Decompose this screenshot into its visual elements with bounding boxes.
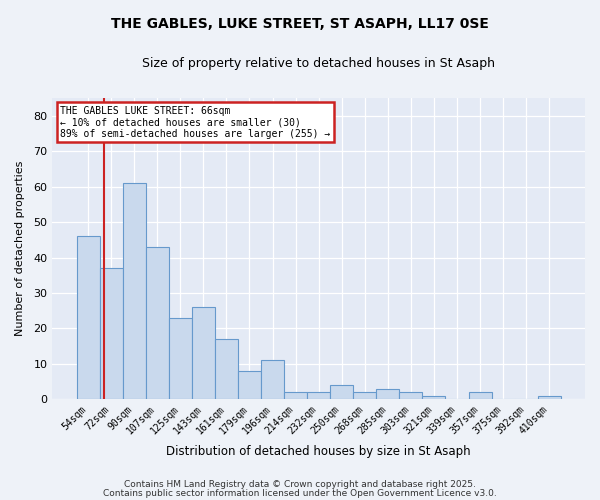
Text: THE GABLES, LUKE STREET, ST ASAPH, LL17 0SE: THE GABLES, LUKE STREET, ST ASAPH, LL17 …: [111, 18, 489, 32]
Bar: [400, 392, 422, 400]
Bar: [261, 360, 284, 400]
Bar: [307, 392, 330, 400]
Bar: [122, 183, 146, 400]
Bar: [146, 247, 169, 400]
Text: THE GABLES LUKE STREET: 66sqm
← 10% of detached houses are smaller (30)
89% of s: THE GABLES LUKE STREET: 66sqm ← 10% of d…: [61, 106, 331, 139]
Bar: [376, 388, 400, 400]
Bar: [238, 371, 261, 400]
Bar: [192, 307, 215, 400]
Y-axis label: Number of detached properties: Number of detached properties: [15, 161, 25, 336]
Bar: [284, 392, 307, 400]
Title: Size of property relative to detached houses in St Asaph: Size of property relative to detached ho…: [142, 58, 495, 70]
Text: Contains public sector information licensed under the Open Government Licence v3: Contains public sector information licen…: [103, 488, 497, 498]
Bar: [100, 268, 122, 400]
Bar: [169, 318, 192, 400]
Bar: [330, 385, 353, 400]
Bar: [469, 392, 491, 400]
Bar: [353, 392, 376, 400]
X-axis label: Distribution of detached houses by size in St Asaph: Distribution of detached houses by size …: [166, 444, 471, 458]
Bar: [422, 396, 445, 400]
Bar: [77, 236, 100, 400]
Bar: [215, 339, 238, 400]
Text: Contains HM Land Registry data © Crown copyright and database right 2025.: Contains HM Land Registry data © Crown c…: [124, 480, 476, 489]
Bar: [538, 396, 561, 400]
